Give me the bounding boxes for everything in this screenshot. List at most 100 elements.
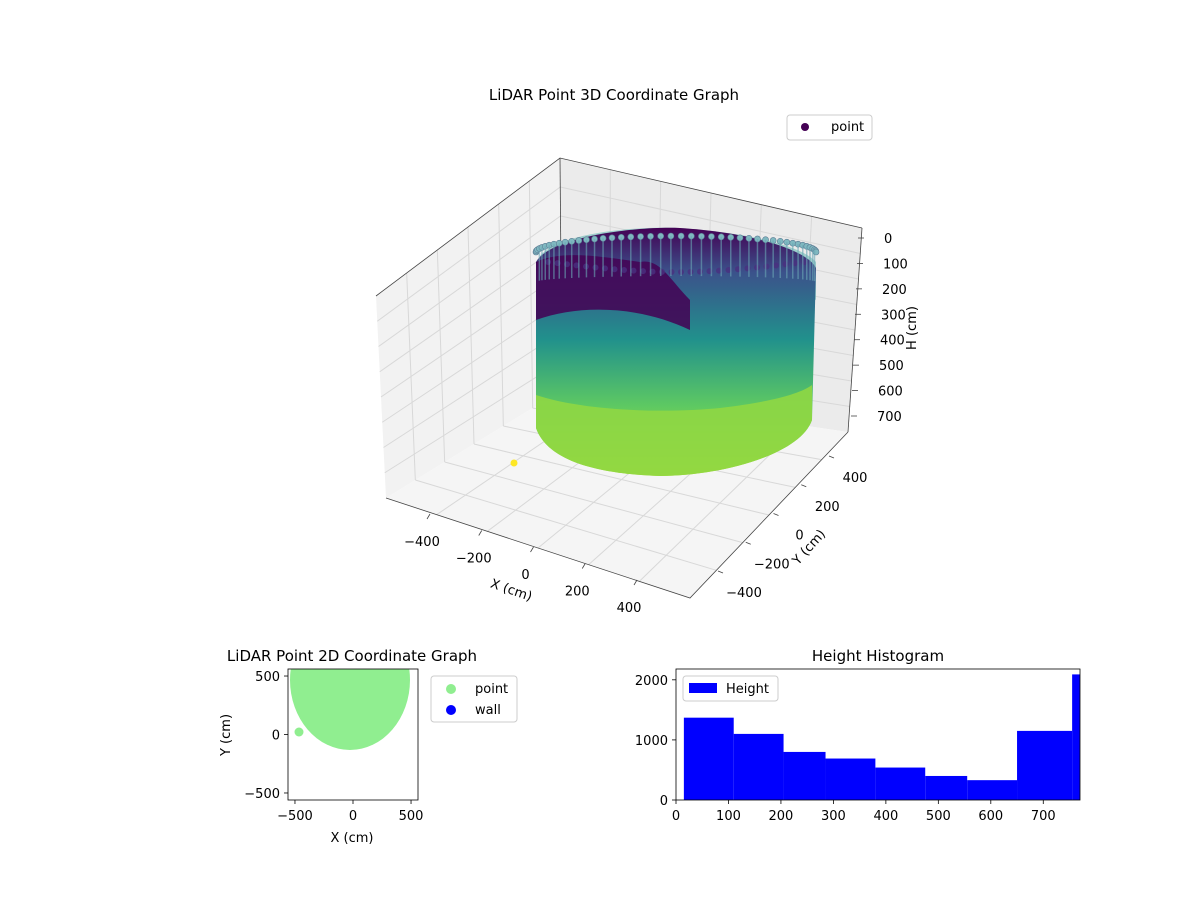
x-tick-mark xyxy=(633,579,638,586)
cylinder-front-top-point xyxy=(763,263,770,270)
y-tick-label: −200 xyxy=(754,557,790,572)
y-axis-label-2d: Y (cm) xyxy=(219,714,234,757)
y-tick-label-2d: 0 xyxy=(272,729,280,744)
hist-x-tick-label: 500 xyxy=(926,809,951,824)
hist-y-tick-label: 0 xyxy=(660,794,668,809)
x-tick-label: 0 xyxy=(521,568,529,583)
y-tick-label: 200 xyxy=(815,500,840,515)
legend-2d-wall-marker xyxy=(446,705,456,715)
legend-3d-label: point xyxy=(831,120,864,135)
z-tick-label: 500 xyxy=(879,359,904,374)
cylinder-front-top-point xyxy=(621,267,627,274)
legend-3d: point xyxy=(786,114,873,141)
hist-x-tick-label: 0 xyxy=(672,809,680,824)
cylinder-front-top-point xyxy=(573,262,580,269)
legend-hist: Height xyxy=(682,675,779,702)
x-tick-mark xyxy=(530,546,534,553)
x-tick-label-2d: −500 xyxy=(277,809,313,824)
axes-frame-hist xyxy=(675,668,1081,801)
chart-2d: LiDAR Point 2D Coordinate Graph −500 0 500… xyxy=(219,647,518,846)
x-tick-label-2d: 0 xyxy=(349,809,357,824)
hist-title: Height Histogram xyxy=(812,647,944,665)
z-tick-label: 700 xyxy=(877,410,902,425)
chart-histogram: Height Histogram 0 100 200 300 400 500 600 700 0… xyxy=(635,647,1081,824)
point-disk-2d xyxy=(290,669,410,750)
y-tick-label-2d: −500 xyxy=(244,787,280,802)
cylinder-front-top-point xyxy=(630,267,637,274)
legend-3d-marker xyxy=(801,123,809,131)
hist-x-tick-label: 200 xyxy=(769,809,794,824)
cylinder-front-top-point xyxy=(611,266,618,273)
x-tick-mark xyxy=(478,530,483,536)
hist-bar xyxy=(967,780,1018,800)
z-tick-label: 200 xyxy=(882,283,907,298)
cylinder-front-top-point xyxy=(687,268,694,275)
cylinder-front-top-point xyxy=(640,268,646,275)
hist-bars xyxy=(683,674,1080,800)
hist-bar xyxy=(1017,730,1073,800)
y-tick-label: 400 xyxy=(843,471,868,486)
cylinder-front-top-point xyxy=(782,261,789,268)
z-tick-label: 600 xyxy=(878,385,903,400)
hist-bar xyxy=(875,767,926,800)
x-axis-3d: −400 −200 0 200 400 xyxy=(404,513,642,616)
outlier-point-2d xyxy=(294,727,304,737)
cylinder-front-top-point xyxy=(659,268,665,275)
y-tick-label: −400 xyxy=(726,586,762,601)
legend-3d-frame xyxy=(786,114,873,141)
legend-2d-point-label: point xyxy=(475,682,508,697)
cylinder-column-lines xyxy=(538,236,816,282)
cylinder-front-top-point xyxy=(725,267,732,274)
legend-2d-wall-label: wall xyxy=(475,703,501,718)
hist-y-tick-label: 1000 xyxy=(635,734,668,749)
legend-2d-point-marker xyxy=(446,684,456,694)
hist-x-tick-label: 100 xyxy=(716,809,741,824)
hist-x-tick-label: 300 xyxy=(821,809,846,824)
x-tick-label: −200 xyxy=(456,552,492,567)
x-tick-mark xyxy=(581,563,586,569)
y-tick-label: 0 xyxy=(795,529,803,544)
ticks-2d: −500 0 500 −500 0 500 xyxy=(244,670,423,824)
plot-area-2d xyxy=(290,669,410,750)
x-axis-label-2d: X (cm) xyxy=(331,831,374,846)
legend-2d: point wall xyxy=(430,675,518,723)
hist-bar xyxy=(925,775,968,800)
hist-bar xyxy=(733,733,784,800)
z-tick-label: 400 xyxy=(880,334,905,349)
chart3d-title: LiDAR Point 3D Coordinate Graph xyxy=(489,86,739,104)
y-tick-mark xyxy=(828,455,835,459)
x-tick-label: 400 xyxy=(617,601,642,616)
pane-left xyxy=(376,158,562,498)
hist-bar xyxy=(825,758,876,800)
hist-ticks: 0 100 200 300 400 500 600 700 0 1000 2000 xyxy=(635,674,1056,824)
x-tick-mark xyxy=(426,513,431,520)
legend-hist-frame xyxy=(682,675,779,702)
y-tick-mark xyxy=(745,541,751,545)
hist-x-tick-label: 700 xyxy=(1031,809,1056,824)
hist-bar xyxy=(1072,674,1080,800)
hist-bar xyxy=(783,751,826,800)
legend-hist-label: Height xyxy=(726,682,769,697)
z-axis: 0 100 200 300 400 500 600 700 xyxy=(847,227,908,433)
chart2d-title: LiDAR Point 2D Coordinate Graph xyxy=(227,647,477,665)
z-tick-label: 0 xyxy=(884,232,892,247)
y-tick-label-2d: 500 xyxy=(255,670,280,685)
x-tick-label: 200 xyxy=(565,585,590,600)
z-tick-label: 100 xyxy=(883,257,908,272)
hist-x-tick-label: 400 xyxy=(873,809,898,824)
x-tick-label: −400 xyxy=(404,535,440,550)
hist-x-tick-label: 600 xyxy=(978,809,1003,824)
hist-bar xyxy=(683,717,734,800)
y-tick-mark xyxy=(717,570,724,574)
legend-hist-swatch xyxy=(689,683,717,693)
cylinder-bottom-band xyxy=(536,385,812,476)
y-tick-mark xyxy=(773,513,779,516)
x-tick-label-2d: 500 xyxy=(399,809,424,824)
z-axis-label: H (cm) xyxy=(905,306,920,350)
outlier-point-3d xyxy=(510,459,518,467)
cylinder-front-top-point xyxy=(773,262,779,269)
y-tick-mark xyxy=(801,484,807,488)
cylinder-front-top-point xyxy=(592,264,599,271)
